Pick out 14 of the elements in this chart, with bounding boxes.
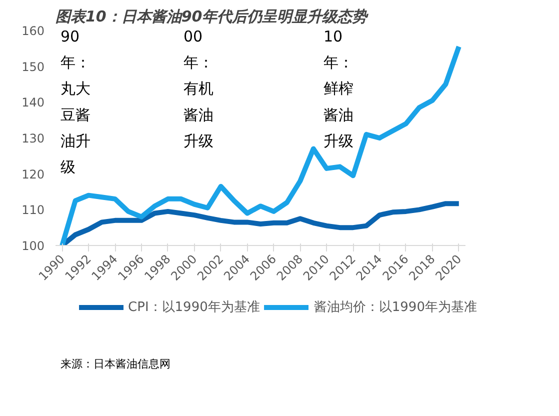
y-tick-label: 160 [22, 24, 44, 38]
annotation: 00年：有机酱油升级 [184, 28, 214, 150]
annotation: 90年：丸大豆酱油升级 [60, 28, 90, 176]
y-tick-label: 130 [22, 132, 44, 146]
legend-label: CPI：以1990年为基准 [128, 299, 260, 316]
y-tick-label: 110 [22, 203, 44, 218]
y-tick-label: 140 [22, 96, 44, 110]
y-tick-label: 100 [22, 239, 44, 253]
annotation: 10年：鲜榨酱油升级 [324, 28, 354, 150]
y-tick-label: 120 [22, 167, 44, 182]
source-note: 来源：日本酱油信息网 [60, 358, 170, 370]
chart-title: 图表10：日本酱油90年代后仍呈明显升级态势 [56, 8, 370, 26]
legend-label: 酱油均价：以1990年为基准 [314, 299, 477, 316]
y-tick-label: 150 [22, 60, 44, 74]
